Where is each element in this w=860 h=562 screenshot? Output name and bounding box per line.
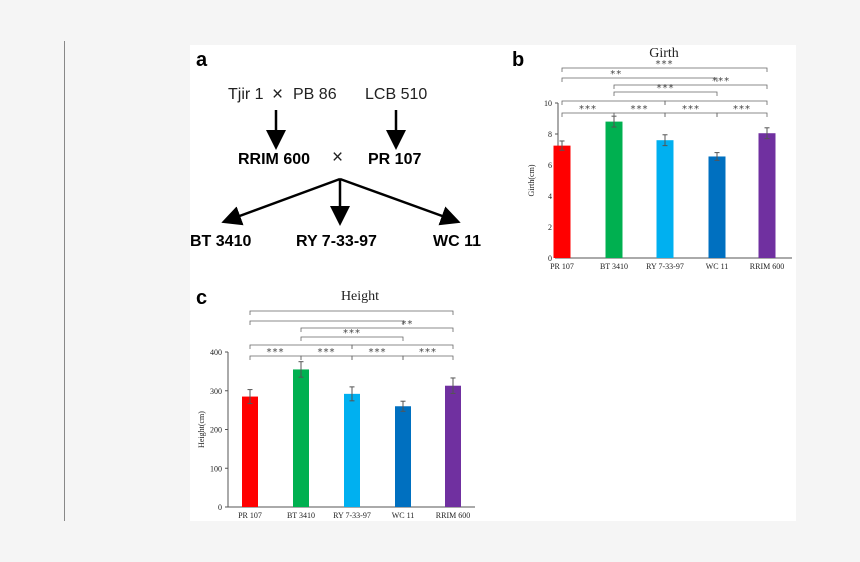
significance-bracket-c bbox=[249, 344, 353, 349]
significance-label-c: ** bbox=[401, 319, 413, 330]
x-tick-label-c: RY 7-33-97 bbox=[333, 511, 371, 520]
panel-label-a: a bbox=[196, 49, 208, 71]
bar-b-1 bbox=[605, 121, 623, 258]
panel-label-b: b bbox=[512, 49, 525, 71]
y-tick-label-c: 200 bbox=[210, 426, 222, 435]
significance-bracket-c bbox=[300, 327, 454, 332]
x-tick-label-c: BT 3410 bbox=[287, 511, 315, 520]
significance-label-c: *** bbox=[343, 328, 361, 339]
significance-bracket-b bbox=[561, 67, 768, 72]
pedigree-arrows bbox=[221, 110, 461, 226]
x-tick-label-c: PR 107 bbox=[238, 511, 262, 520]
panel-label-c: c bbox=[196, 287, 208, 309]
significance-bracket-b bbox=[561, 77, 718, 82]
significance-bracket-c bbox=[249, 310, 454, 315]
significance-bracket-c bbox=[300, 336, 404, 341]
significance-label-b: *** bbox=[657, 83, 675, 94]
x-tick-label-b: BT 3410 bbox=[600, 262, 628, 271]
significance-bracket-b bbox=[561, 100, 666, 105]
y-tick-label-c: 100 bbox=[210, 464, 222, 473]
significance-label-b: *** bbox=[733, 104, 751, 115]
bar-c-3 bbox=[395, 406, 411, 507]
significance-bracket-c bbox=[351, 344, 454, 349]
y-tick-label-b: 8 bbox=[548, 130, 552, 139]
bar-b-2 bbox=[656, 140, 674, 258]
bar-b-0 bbox=[553, 145, 571, 258]
significance-label-b: *** bbox=[579, 104, 597, 115]
y-tick-label-c: 0 bbox=[218, 503, 222, 512]
bar-b-3 bbox=[708, 156, 726, 258]
significance-label-b: ** bbox=[610, 69, 622, 80]
y-tick-label-b: 4 bbox=[548, 192, 552, 201]
significance-label-b: *** bbox=[656, 59, 674, 70]
significance-label-b: *** bbox=[631, 104, 649, 115]
significance-bracket-b bbox=[613, 91, 718, 96]
bar-c-2 bbox=[344, 393, 360, 507]
parent-pb86: PB 86 bbox=[293, 86, 337, 103]
significance-bracket-c bbox=[249, 320, 404, 325]
bar-c-1 bbox=[293, 369, 309, 507]
x-tick-label-c: RRIM 600 bbox=[436, 511, 470, 520]
bar-c-4 bbox=[445, 385, 461, 507]
divider-line bbox=[64, 41, 65, 521]
significance-label-b: *** bbox=[682, 104, 700, 115]
bar-c-0 bbox=[242, 396, 258, 507]
cross-symbol: × bbox=[272, 84, 284, 105]
f1-rrim600: RRIM 600 bbox=[238, 151, 311, 168]
significance-label-c: *** bbox=[267, 347, 285, 358]
bar-b-4 bbox=[758, 133, 776, 258]
offspring-bt3410: BT 3410 bbox=[190, 233, 252, 250]
significance-bracket-b bbox=[716, 112, 768, 117]
significance-label-c: *** bbox=[318, 347, 336, 358]
y-tick-label-b: 6 bbox=[548, 161, 552, 170]
x-tick-label-b: RY 7-33-97 bbox=[646, 262, 684, 271]
significance-label-b: *** bbox=[712, 76, 730, 87]
y-axis-label-c: Height(cm) bbox=[197, 411, 206, 448]
y-tick-label-b: 0 bbox=[548, 254, 552, 263]
cross-symbol-2: × bbox=[332, 147, 344, 168]
parent-tjir1: Tjir 1 bbox=[228, 86, 264, 103]
figure: a Tjir 1 × PB 86 LCB 510 RRIM 600 × PR 1… bbox=[190, 45, 796, 521]
y-tick-label-b: 2 bbox=[548, 223, 552, 232]
y-tick-label-c: 300 bbox=[210, 387, 222, 396]
x-tick-label-b: RRIM 600 bbox=[750, 262, 784, 271]
arrow-icon bbox=[221, 177, 341, 226]
chart-title-c: Height bbox=[341, 289, 379, 304]
x-tick-label-c: WC 11 bbox=[392, 511, 415, 520]
significance-bracket-c bbox=[402, 355, 454, 360]
significance-bracket-b bbox=[664, 100, 768, 105]
significance-bracket-b bbox=[613, 84, 768, 89]
x-tick-label-b: WC 11 bbox=[706, 262, 729, 271]
significance-label-c: *** bbox=[419, 347, 437, 358]
y-tick-label-c: 400 bbox=[210, 348, 222, 357]
offspring-wc11: WC 11 bbox=[433, 233, 482, 250]
y-tick-label-b: 10 bbox=[544, 99, 552, 108]
arrow-icon bbox=[339, 177, 461, 226]
offspring-ry73397: RY 7-33-97 bbox=[296, 233, 377, 250]
chart-title-b: Girth bbox=[649, 46, 679, 61]
significance-label-c: *** bbox=[369, 347, 387, 358]
y-axis-label-b: Girth(cm) bbox=[527, 164, 536, 196]
parent-lcb510: LCB 510 bbox=[365, 86, 428, 103]
x-tick-label-b: PR 107 bbox=[550, 262, 574, 271]
f1-pr107: PR 107 bbox=[368, 151, 422, 168]
